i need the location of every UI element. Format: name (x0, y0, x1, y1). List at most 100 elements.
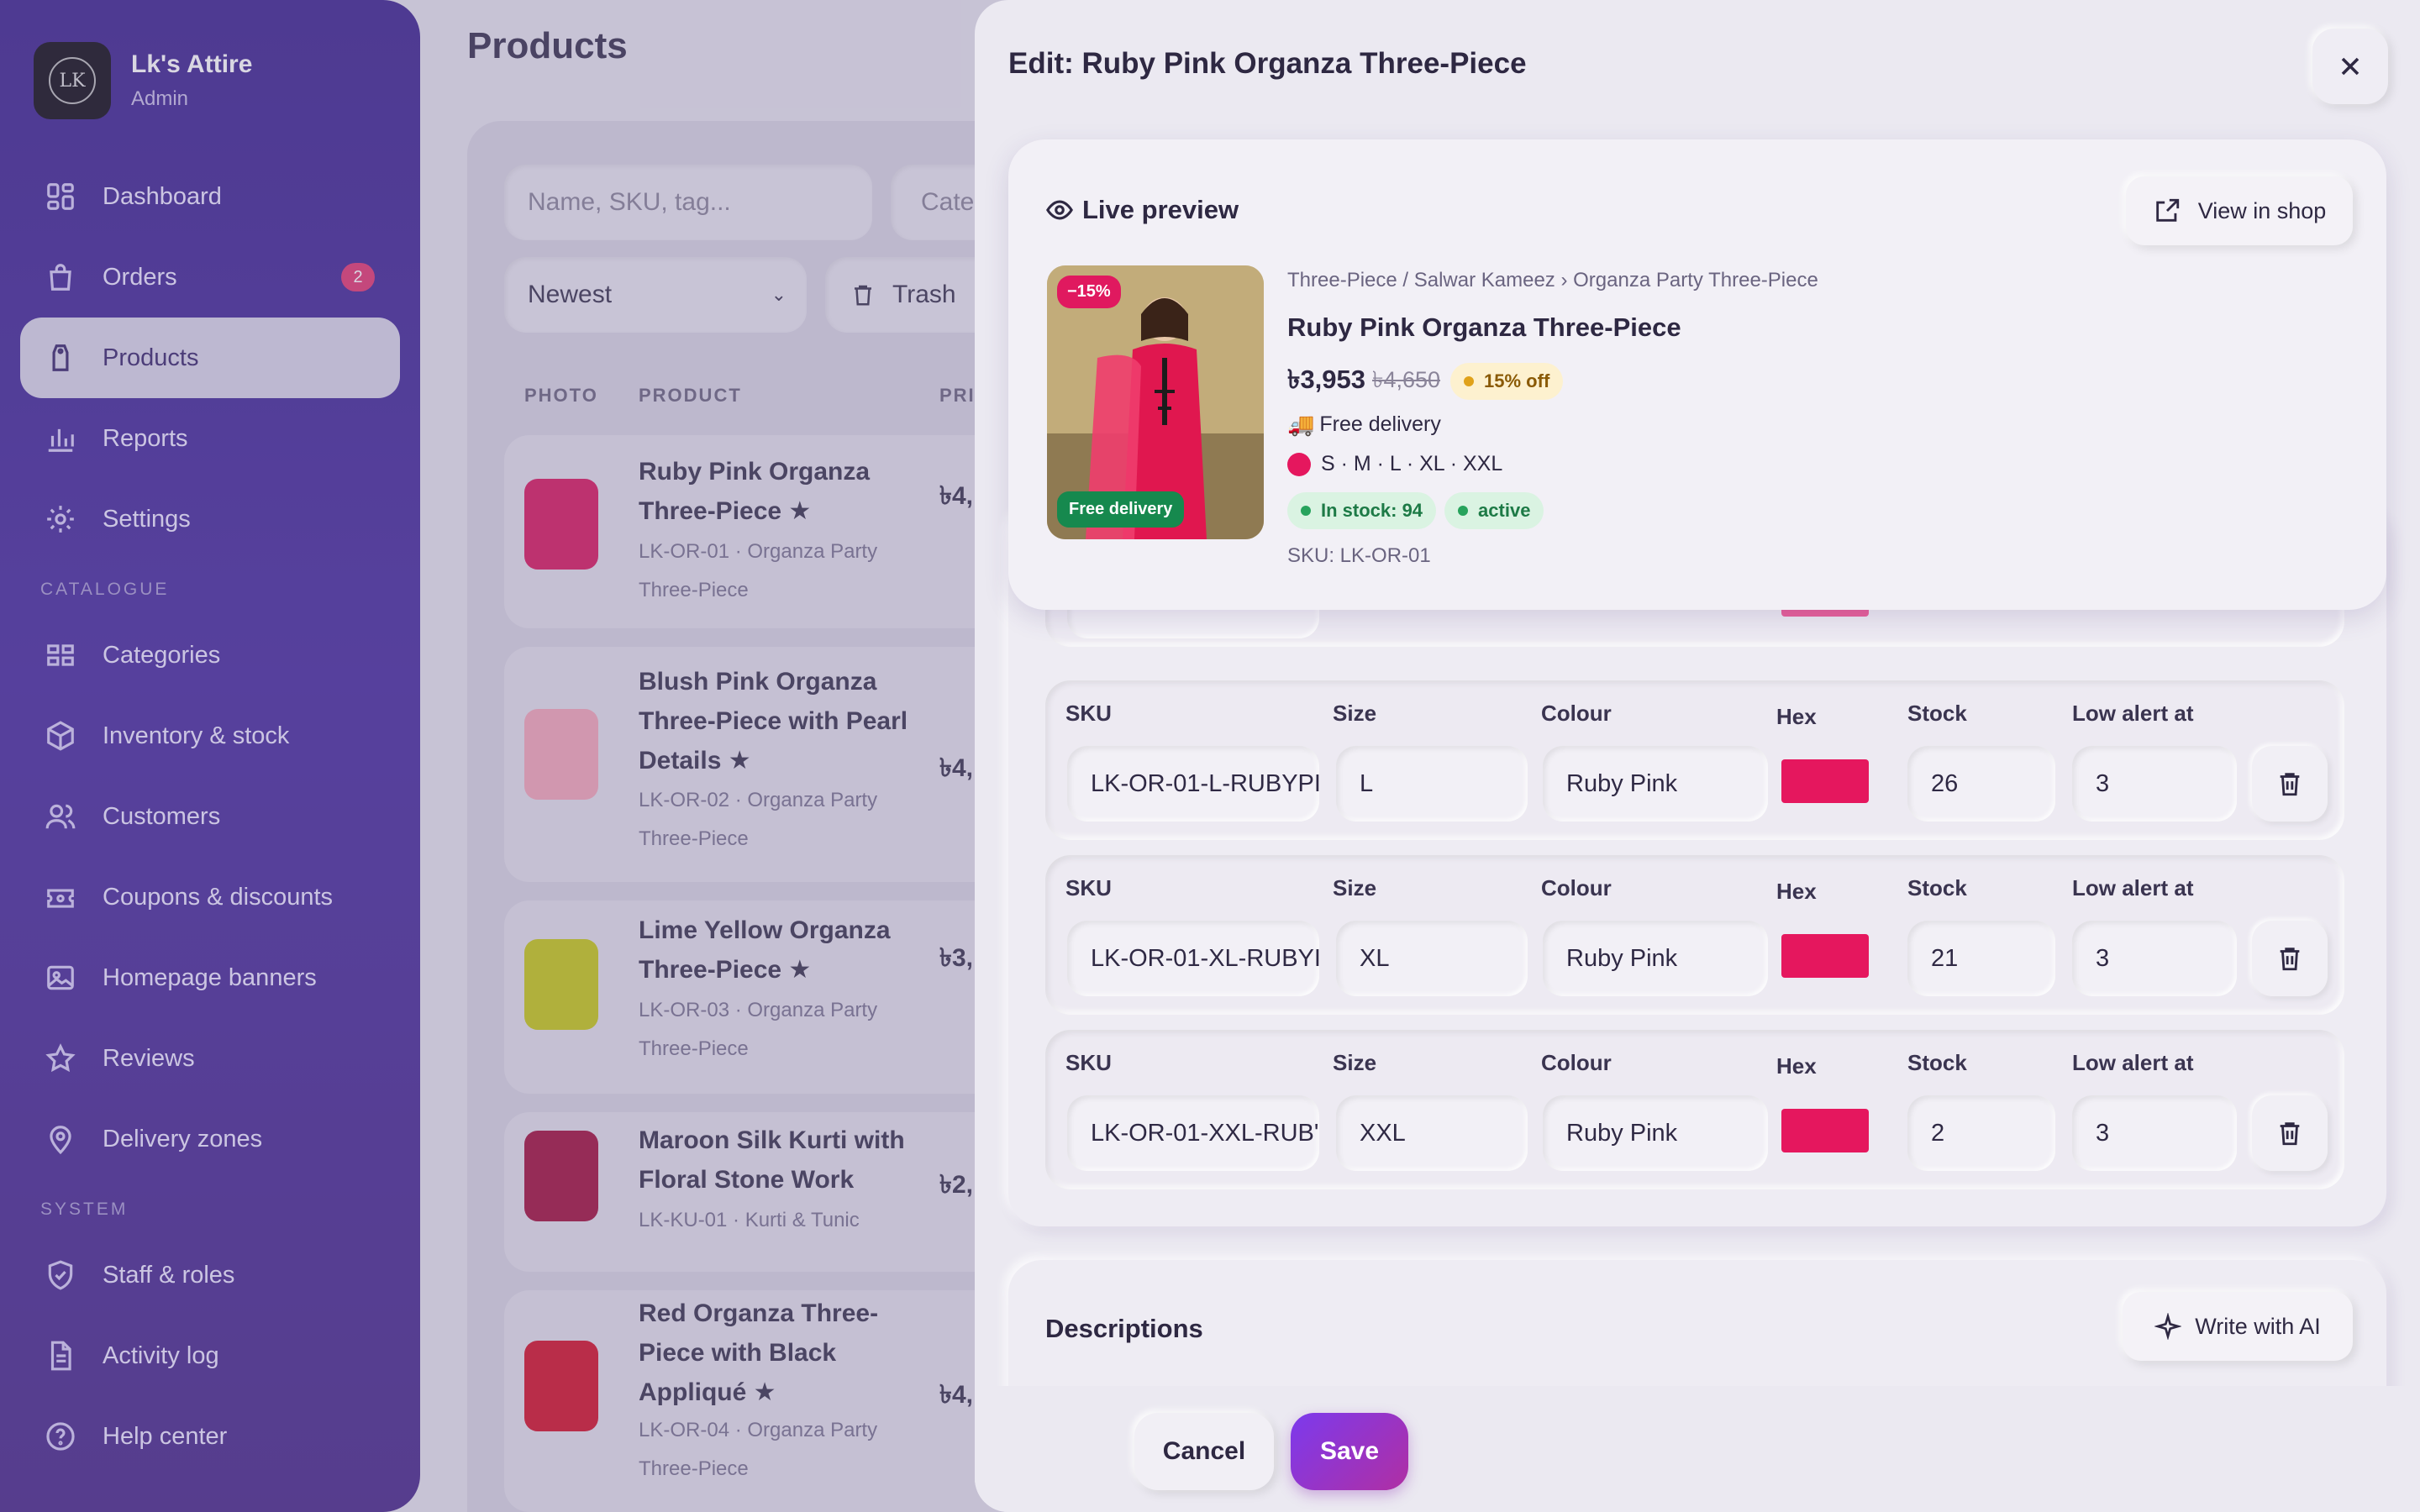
product-price: ৳4, (939, 1381, 973, 1409)
system-heading: SYSTEM (40, 1200, 129, 1219)
sidebar-nav: Dashboard Orders 2 Products Reports Sett… (20, 156, 400, 1477)
brand-role: Admin (131, 87, 189, 110)
product-sub: LK-OR-03 · Organza Party Three-Piece (639, 999, 878, 1060)
colour-swatch (1287, 452, 1311, 476)
product-sub: LK-OR-02 · Organza Party Three-Piece (639, 789, 878, 850)
preview-price: ৳3,953 (1287, 365, 1366, 394)
variant-low-alert-input[interactable]: 3 (2072, 1095, 2237, 1171)
preview-product-name: Ruby Pink Organza Three-Piece (1287, 312, 1681, 342)
variant-colour-input[interactable]: Ruby Pink (1543, 1095, 1768, 1171)
help-icon (44, 1420, 77, 1453)
status-dot (1458, 506, 1469, 516)
status-pill: active (1444, 492, 1544, 529)
delete-variant-button[interactable] (2252, 1095, 2328, 1171)
delete-variant-button[interactable] (2252, 746, 2328, 822)
variant-colour-input[interactable]: Ruby Pink (1543, 921, 1768, 996)
in-stock-label: In stock: 94 (1321, 500, 1423, 521)
trash-label: Trash (892, 281, 956, 308)
stock-label: Stock (1907, 701, 1967, 726)
view-in-shop-button[interactable]: View in shop (2126, 176, 2353, 245)
hex-label: Hex (1776, 1053, 1817, 1079)
save-button[interactable]: Save (1291, 1413, 1408, 1490)
sidebar-item-banners[interactable]: Homepage banners (20, 937, 400, 1018)
preview-sizes: S · M · L · XL · XXL (1287, 452, 1502, 476)
product-thumbnail (524, 1341, 598, 1431)
brand[interactable]: LK Lk's Attire Admin (34, 42, 252, 119)
sidebar-item-orders[interactable]: Orders 2 (20, 237, 400, 318)
sidebar-item-delivery-zones[interactable]: Delivery zones (20, 1099, 400, 1179)
product-sub: LK-OR-04 · Organza Party Three-Piece (639, 1419, 878, 1480)
product-name: Lime Yellow Organza Three-Piece ★ (639, 916, 891, 984)
product-price: ৳4, (939, 754, 973, 782)
column-header-price: PRI (939, 385, 976, 406)
discount-dot (1464, 376, 1475, 386)
sidebar-item-label: Help center (103, 1422, 228, 1450)
write-with-ai-button[interactable]: Write with AI (2123, 1292, 2353, 1361)
sidebar-item-activity-log[interactable]: Activity log (20, 1315, 400, 1396)
low-alert-label: Low alert at (2072, 701, 2194, 726)
variant-hex-swatch[interactable] (1781, 934, 1869, 978)
variant-stock-input[interactable]: 26 (1907, 746, 2055, 822)
product-sub: LK-KU-01 · Kurti & Tunic (639, 1209, 860, 1231)
sidebar-item-settings[interactable]: Settings (20, 479, 400, 559)
cancel-button[interactable]: Cancel (1134, 1413, 1274, 1490)
variant-low-alert-input[interactable]: 3 (2072, 921, 2237, 996)
product-price: ৳4, (939, 482, 973, 510)
sidebar-item-staff[interactable]: Staff & roles (20, 1235, 400, 1315)
variant-size-input[interactable]: XXL (1336, 1095, 1528, 1171)
sort-select[interactable]: Newest ⌄ (504, 257, 807, 333)
variant-sku-input[interactable]: LK-OR-01-XXL-RUB' (1067, 1095, 1319, 1171)
variant-sku-input[interactable]: LK-OR-01-L-RUBYPI (1067, 746, 1319, 822)
chevron-down-icon: ⌄ (771, 284, 786, 305)
sidebar-item-dashboard[interactable]: Dashboard (20, 156, 400, 237)
sidebar-item-coupons[interactable]: Coupons & discounts (20, 857, 400, 937)
drawer-title: Edit: Ruby Pink Organza Three-Piece (1008, 47, 1527, 80)
variant-size-input[interactable]: XL (1336, 921, 1528, 996)
variant-stock-input[interactable]: 2 (1907, 1095, 2055, 1171)
sparkle-icon (2154, 1313, 2182, 1340)
sidebar-item-inventory[interactable]: Inventory & stock (20, 696, 400, 776)
search-input[interactable]: Name, SKU, tag... (504, 165, 872, 240)
live-preview-heading: Live preview (1045, 195, 1239, 225)
dashboard-icon (44, 180, 77, 213)
tag-icon (44, 341, 77, 375)
variant-colour-input[interactable]: Ruby Pink (1543, 746, 1768, 822)
variant-size-input[interactable]: L (1336, 746, 1528, 822)
sidebar-item-label: Delivery zones (103, 1125, 263, 1152)
bar-chart-icon (44, 422, 77, 455)
product-preview-image: −15% Free delivery (1047, 265, 1264, 539)
variant-stock-input[interactable]: 21 (1907, 921, 2055, 996)
variant-low-alert-input[interactable]: 3 (2072, 746, 2237, 822)
trash-icon (2280, 948, 2300, 971)
variant-hex-swatch[interactable] (1781, 1109, 1869, 1152)
sidebar-item-categories[interactable]: Categories (20, 615, 400, 696)
sidebar-item-label: Homepage banners (103, 963, 317, 991)
sidebar-item-customers[interactable]: Customers (20, 776, 400, 857)
product-thumbnail (524, 1131, 598, 1221)
variant-sku-input[interactable]: LK-OR-01-XL-RUBYI (1067, 921, 1319, 996)
preview-delivery-text: Free delivery (1319, 412, 1441, 436)
stock-label: Stock (1907, 1050, 1967, 1075)
colour-label: Colour (1541, 701, 1612, 726)
sidebar-item-label: Reviews (103, 1044, 195, 1072)
column-header-photo: PHOTO (524, 385, 598, 406)
variant-hex-swatch[interactable] (1781, 759, 1869, 803)
sidebar-item-reports[interactable]: Reports (20, 398, 400, 479)
low-alert-label: Low alert at (2072, 875, 2194, 900)
delete-variant-button[interactable] (2252, 921, 2328, 996)
product-price: ৳2, (939, 1171, 973, 1199)
sidebar-item-reviews[interactable]: Reviews (20, 1018, 400, 1099)
sidebar-item-products[interactable]: Products (20, 318, 400, 398)
close-button[interactable] (2312, 29, 2388, 104)
truck-icon: 🚚 (1287, 412, 1315, 437)
column-header-product: PRODUCT (639, 385, 742, 406)
sku-label: SKU (1065, 875, 1112, 900)
brand-logo: LK (34, 42, 111, 119)
live-preview-title: Live preview (1082, 195, 1239, 224)
sort-select-value: Newest (528, 281, 613, 308)
sidebar-item-label: Staff & roles (103, 1261, 235, 1289)
product-model-illustration (1047, 265, 1264, 539)
sidebar-item-label: Categories (103, 641, 221, 669)
sidebar-item-help[interactable]: Help center (20, 1396, 400, 1477)
trash-icon (2280, 1122, 2300, 1146)
